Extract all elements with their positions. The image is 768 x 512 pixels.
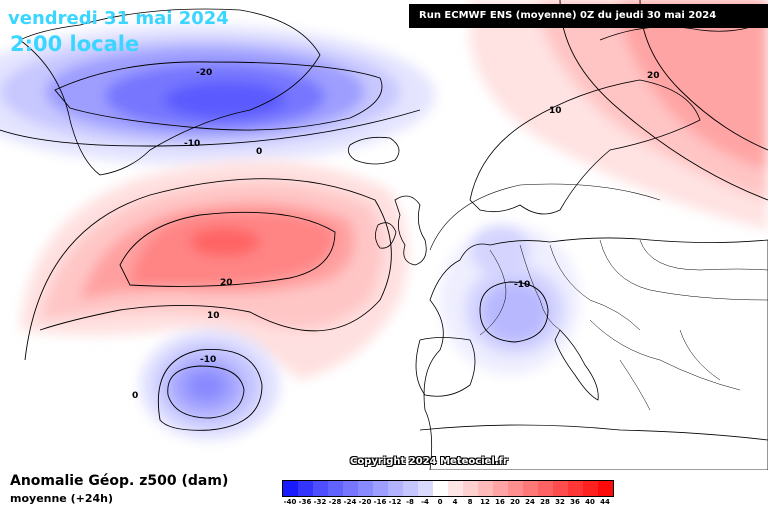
- contour-label: 20: [220, 278, 233, 288]
- color-scale-cell: [478, 481, 493, 496]
- legend-footer: Anomalie Géop. z500 (dam) moyenne (+24h)…: [0, 470, 768, 512]
- color-scale-cell: [538, 481, 553, 496]
- color-scale-cell: [493, 481, 508, 496]
- contour-label: -10: [184, 139, 200, 149]
- color-scale-label: 8: [467, 498, 473, 506]
- contour-lines: [0, 0, 768, 431]
- color-scale-cell: [373, 481, 388, 496]
- color-scale-cell: [298, 481, 313, 496]
- color-scale-cell: [343, 481, 358, 496]
- color-scale-label: 36: [570, 498, 580, 506]
- color-scale-cell: [448, 481, 463, 496]
- color-scale-label: -8: [406, 498, 414, 506]
- color-scale-cell: [568, 481, 583, 496]
- forecast-time: 2:00 locale: [10, 32, 140, 56]
- color-scale-cell: [388, 481, 403, 496]
- europe-negative-anomaly: [440, 225, 580, 375]
- color-scale-cell: [508, 481, 523, 496]
- color-scale-label: -16: [373, 498, 387, 506]
- contour-label: -20: [196, 68, 212, 78]
- color-scale-cell: [283, 481, 298, 496]
- color-scale-label: -32: [313, 498, 327, 506]
- color-scale-label: 40: [585, 498, 595, 506]
- color-scale-label: -36: [298, 498, 312, 506]
- color-scale-cell: [358, 481, 373, 496]
- contour-label: 0: [256, 147, 262, 157]
- color-scale-cell: [313, 481, 328, 496]
- contour-label: 10: [549, 106, 562, 116]
- color-scale-label: -40: [283, 498, 297, 506]
- atlantic-positive-anomaly: [20, 160, 408, 380]
- run-info: Run ECMWF ENS (moyenne) 0Z du jeudi 30 m…: [409, 4, 768, 28]
- color-scale-cell: [463, 481, 478, 496]
- color-scale-label: -4: [421, 498, 429, 506]
- contour-label: -10: [514, 280, 530, 290]
- color-scale-label: 28: [540, 498, 550, 506]
- color-scale: [282, 480, 614, 497]
- color-scale-cell: [583, 481, 598, 496]
- color-scale-cell: [598, 481, 613, 496]
- northeast-positive-anomaly: [470, 0, 768, 230]
- contour-label: -10: [200, 355, 216, 365]
- color-scale-label: 16: [495, 498, 505, 506]
- color-scale-cell: [418, 481, 433, 496]
- color-scale-cell: [553, 481, 568, 496]
- color-scale-label: 32: [555, 498, 565, 506]
- contour-label: 10: [207, 311, 220, 321]
- color-scale-label: 12: [480, 498, 490, 506]
- color-scale-label: 20: [510, 498, 520, 506]
- legend-subtitle: moyenne (+24h): [10, 492, 114, 505]
- color-scale-label: 44: [600, 498, 610, 506]
- color-scale-cell: [403, 481, 418, 496]
- country-borders: [479, 239, 768, 411]
- color-scale-cell: [328, 481, 343, 496]
- color-scale-label: 24: [525, 498, 535, 506]
- contour-label: 0: [132, 391, 138, 401]
- contour-labels: -20 -10 0 10 20 20 10 -10 0 -10: [132, 68, 660, 401]
- color-scale-label: -28: [328, 498, 342, 506]
- color-scale-label: -12: [388, 498, 402, 506]
- color-scale-label: 4: [452, 498, 458, 506]
- color-scale-cell: [433, 481, 448, 496]
- copyright: Copyright 2024 Meteociel.fr: [350, 456, 508, 467]
- color-scale-label: -24: [343, 498, 357, 506]
- color-scale-label: -20: [358, 498, 372, 506]
- color-scale-cell: [523, 481, 538, 496]
- legend-title: Anomalie Géop. z500 (dam): [10, 473, 229, 489]
- latitude-circle: [429, 183, 661, 251]
- coastlines: [19, 8, 768, 470]
- atlantic-negative-anomaly: [140, 330, 280, 440]
- forecast-date: vendredi 31 mai 2024: [8, 8, 229, 29]
- color-scale-label: 0: [437, 498, 443, 506]
- contour-label: 20: [647, 71, 660, 81]
- anomaly-map: -20 -10 0 10 20 20 10 -10 0 -10: [0, 0, 768, 470]
